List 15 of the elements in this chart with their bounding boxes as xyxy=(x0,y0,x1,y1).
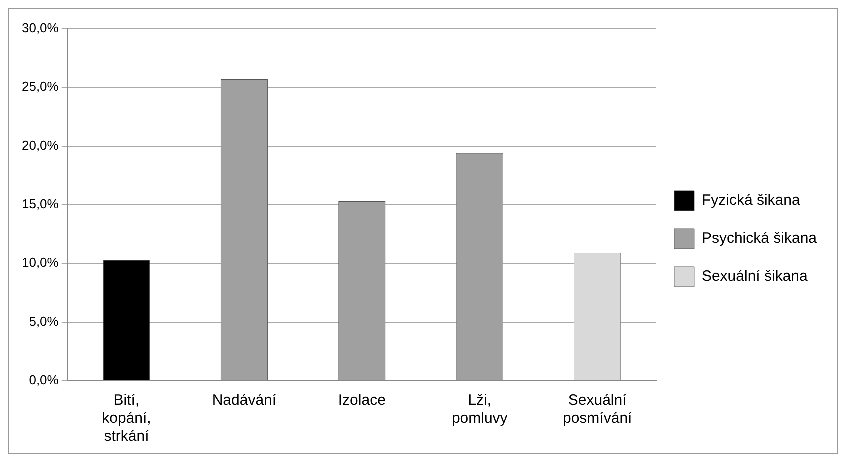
y-tick-label: 20,0% xyxy=(22,138,60,153)
y-tick-label: 15,0% xyxy=(22,196,60,212)
legend-label: Psychická šikana xyxy=(702,230,818,248)
y-tick-label: 5,0% xyxy=(29,314,60,329)
x-tick-label: Izolace xyxy=(338,392,386,410)
y-tick-label: 25,0% xyxy=(22,79,60,94)
x-tick-label: Sexuální posmívání xyxy=(562,392,634,428)
x-tick-label: Lži, pomluvy xyxy=(452,392,508,428)
legend-label: Fyzická šikana xyxy=(702,192,801,210)
x-tick-label: Bití, kopání, strkání xyxy=(102,392,152,446)
y-tick-label: 10,0% xyxy=(22,255,60,270)
x-tick-label: Nadávání xyxy=(212,392,278,410)
legend-label: Sexuální šikana xyxy=(702,268,809,286)
y-tick-label: 30,0% xyxy=(22,20,60,36)
y-tick-label: 0,0% xyxy=(29,372,60,388)
